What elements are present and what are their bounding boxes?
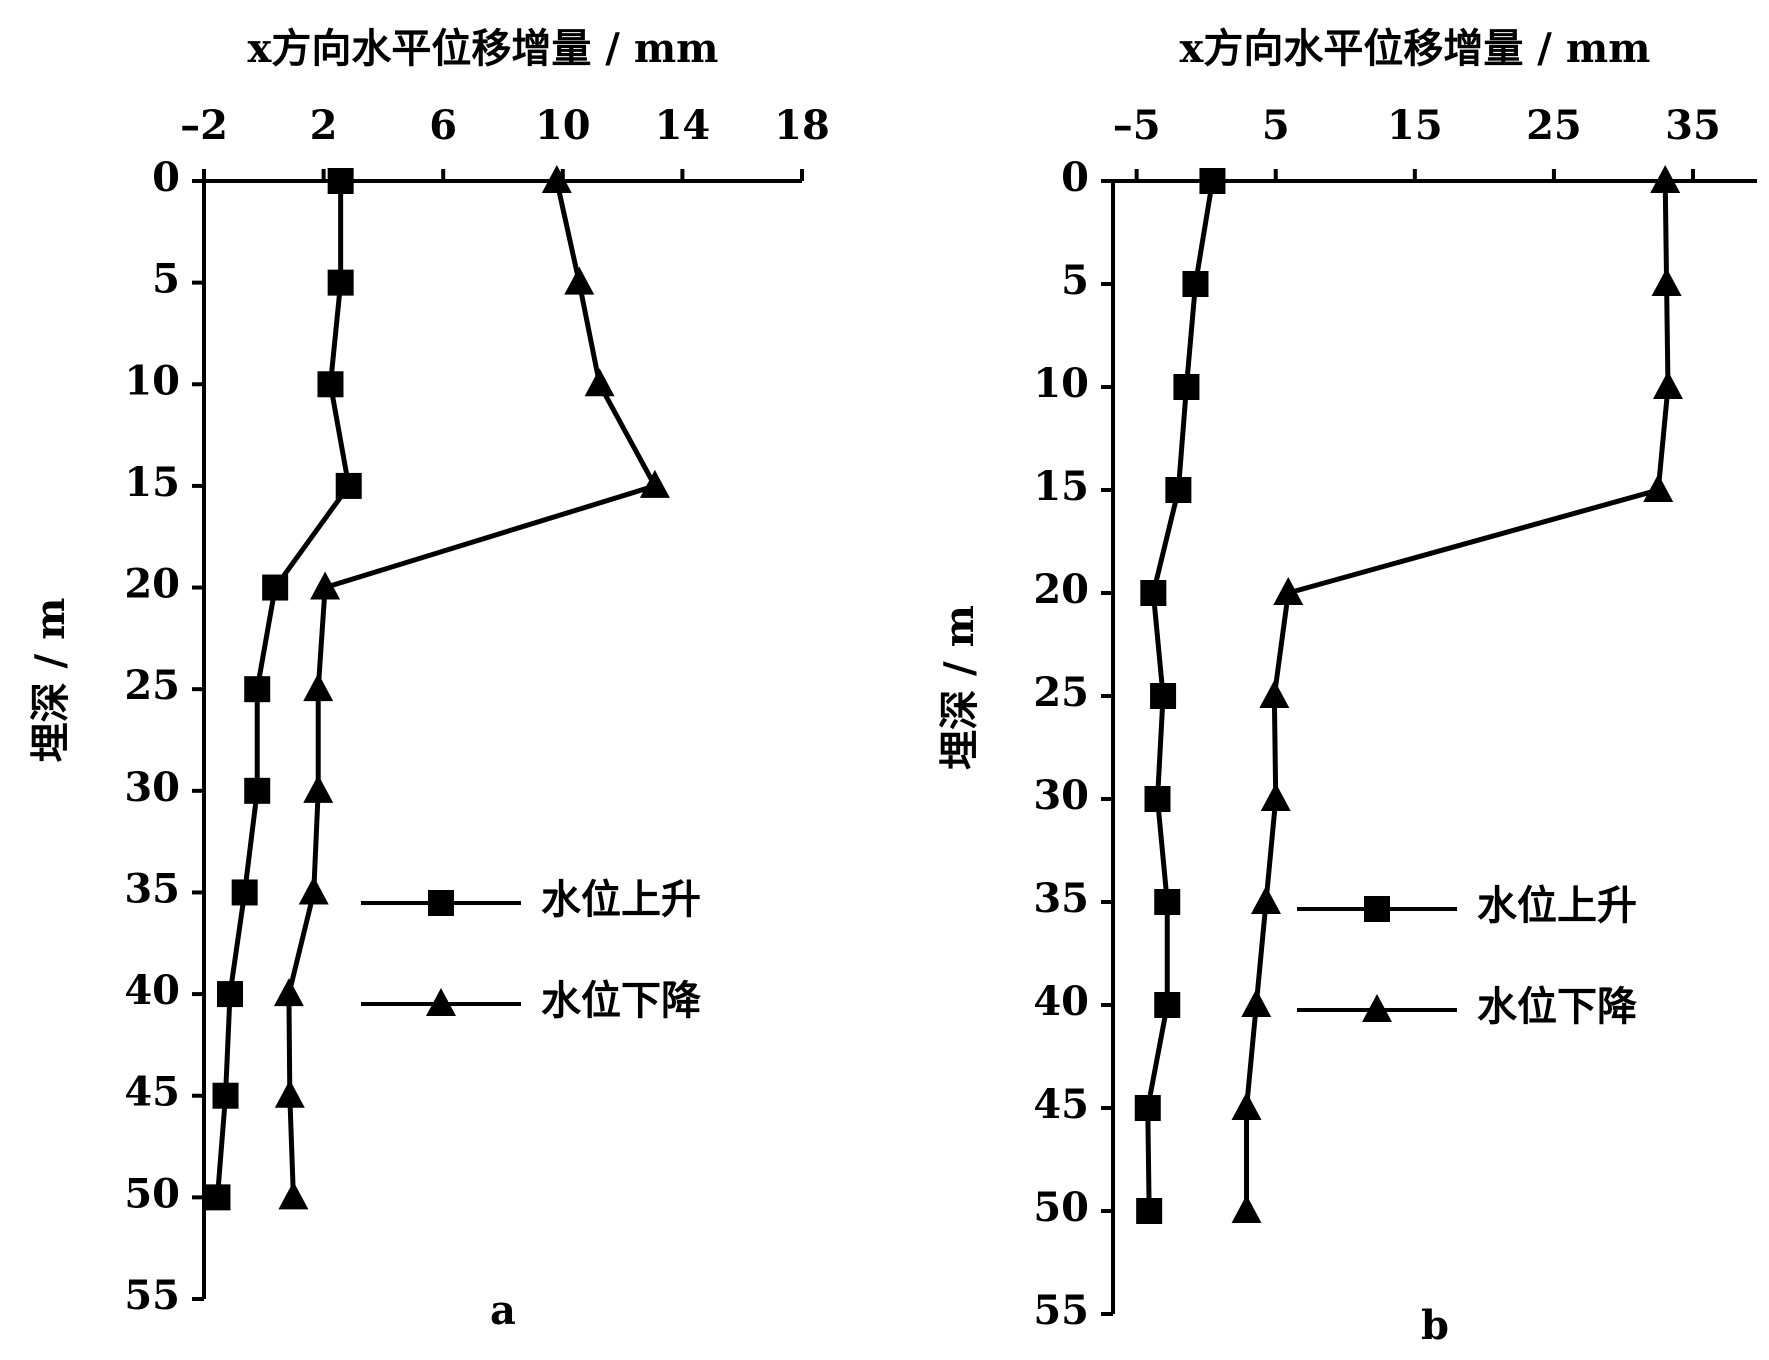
triangle-marker: [1231, 1195, 1262, 1223]
y-tick-label: 15: [124, 459, 180, 506]
triangle-marker: [1259, 680, 1290, 708]
square-marker: [327, 168, 354, 194]
y-tick-label: 30: [1033, 772, 1089, 819]
square-marker: [244, 676, 271, 703]
square-marker: [1136, 1198, 1163, 1224]
square-marker: [1154, 889, 1181, 915]
y-tick-label: 50: [124, 1170, 180, 1217]
triangle-marker: [1241, 989, 1272, 1017]
x-tick-label: 15: [1387, 102, 1443, 149]
y-tick-label: 45: [124, 1069, 180, 1116]
triangle-marker: [1651, 268, 1682, 296]
square-marker: [212, 1082, 239, 1109]
y-tick-label: 25: [1033, 669, 1089, 716]
series-line: [214, 181, 352, 1198]
square-marker: [1150, 683, 1177, 709]
y-tick-label: 40: [1033, 978, 1089, 1025]
y-tick-label: 35: [1033, 875, 1089, 922]
square-marker: [217, 981, 244, 1008]
y-tick-label: 35: [124, 865, 180, 912]
triangle-marker: [584, 368, 615, 397]
square-marker: [1182, 271, 1209, 297]
square-marker: [1199, 168, 1226, 194]
x-tick-label: 2: [310, 102, 338, 149]
series-line: [286, 180, 658, 1198]
square-marker: [262, 574, 289, 601]
y-tick-label: 10: [1033, 360, 1089, 407]
y-tick-label: 15: [1033, 463, 1089, 510]
triangle-marker: [278, 1181, 309, 1210]
triangle-marker: [274, 1079, 305, 1108]
x-tick-label: 10: [535, 102, 591, 149]
y-axis-title: 埋深 / m: [936, 605, 983, 770]
square-marker: [428, 890, 454, 916]
triangle-marker: [298, 876, 329, 905]
square-marker: [1364, 896, 1390, 922]
y-tick-label: 0: [1061, 154, 1089, 201]
y-tick-label: 50: [1033, 1184, 1089, 1231]
y-tick-label: 5: [1061, 257, 1089, 304]
x-tick-label: 25: [1526, 102, 1582, 149]
triangle-marker: [1260, 783, 1291, 811]
y-tick-label: 5: [152, 256, 180, 303]
square-marker: [1134, 1095, 1161, 1121]
y-tick-label: 40: [124, 967, 180, 1014]
triangle-marker: [1652, 371, 1683, 399]
triangle-marker: [541, 165, 572, 193]
x-axis-title: x方向水平位移增量 / mm: [248, 25, 719, 72]
y-axis-title: 埋深 / m: [27, 598, 74, 763]
triangle-marker: [1643, 474, 1674, 502]
square-marker: [1154, 992, 1181, 1018]
x-tick-label: 6: [429, 102, 457, 149]
x-tick-label: 18: [774, 102, 830, 149]
x-tick-label: –2: [180, 102, 228, 149]
y-tick-label: 55: [124, 1272, 180, 1319]
triangle-marker: [1362, 994, 1392, 1022]
legend-label: 水位上升: [1477, 882, 1637, 929]
y-tick-label: 25: [124, 662, 180, 709]
square-marker: [1144, 786, 1171, 812]
square-marker: [335, 472, 362, 499]
x-tick-label: –5: [1113, 102, 1161, 149]
square-marker: [204, 1184, 231, 1211]
x-tick-label: 14: [655, 102, 711, 149]
square-marker: [1165, 477, 1192, 503]
square-marker: [244, 777, 271, 804]
legend-label: 水位下降: [541, 977, 701, 1024]
triangle-marker: [564, 266, 595, 295]
y-tick-label: 0: [152, 154, 180, 201]
square-marker: [317, 371, 344, 398]
legend-label: 水位下降: [1477, 983, 1637, 1030]
legend-label: 水位上升: [541, 876, 701, 923]
triangle-marker: [1251, 886, 1282, 914]
triangle-marker: [303, 673, 334, 702]
triangle-marker: [1273, 577, 1304, 605]
triangle-marker: [310, 571, 341, 600]
triangle-marker: [639, 469, 670, 498]
x-axis-title: x方向水平位移增量 / mm: [1180, 25, 1651, 72]
y-tick-label: 55: [1033, 1287, 1089, 1334]
square-marker: [327, 269, 354, 296]
series-line: [1244, 180, 1671, 1211]
x-tick-label: 5: [1262, 102, 1290, 149]
y-tick-label: 10: [124, 357, 180, 404]
square-marker: [1173, 374, 1200, 400]
y-tick-label: 20: [124, 561, 180, 608]
square-marker: [1140, 580, 1167, 606]
triangle-marker: [1650, 165, 1681, 193]
triangle-marker: [1231, 1092, 1262, 1120]
y-tick-label: 30: [124, 764, 180, 811]
triangle-marker: [303, 774, 334, 803]
caption: b: [1421, 1302, 1449, 1349]
x-tick-label: 35: [1665, 102, 1721, 149]
triangle-marker: [426, 988, 456, 1016]
triangle-marker: [273, 978, 304, 1007]
y-tick-label: 20: [1033, 566, 1089, 613]
y-tick-label: 45: [1033, 1081, 1089, 1128]
caption: a: [490, 1287, 516, 1334]
square-marker: [231, 879, 258, 906]
